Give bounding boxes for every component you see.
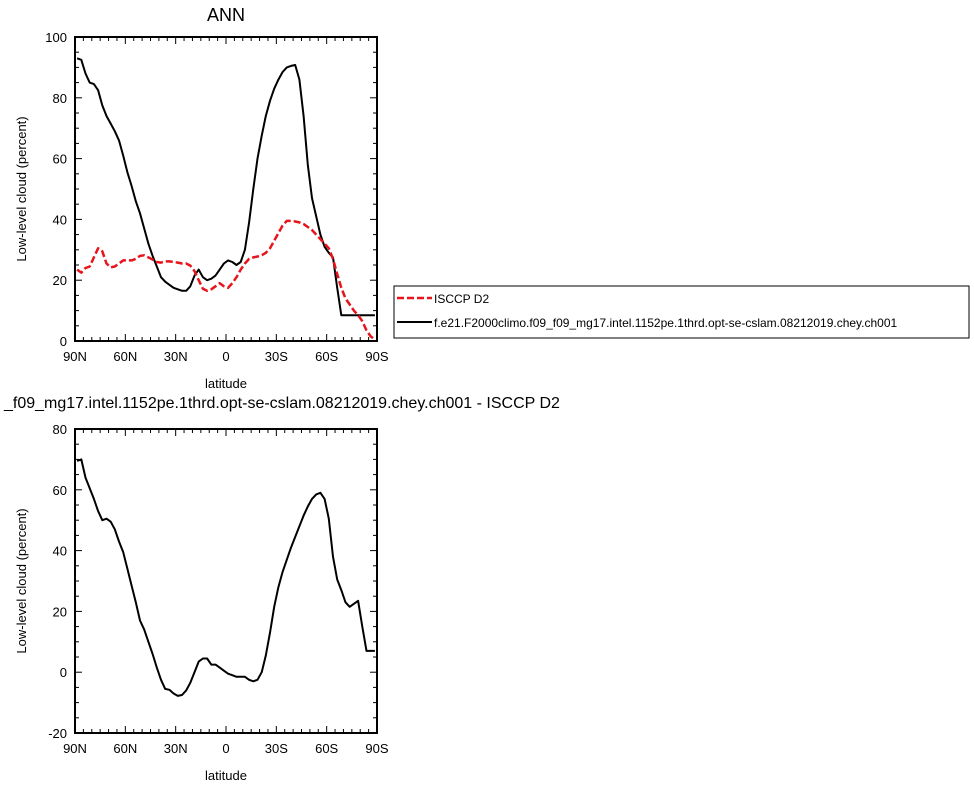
chart2-xtick-label: 0 xyxy=(222,741,229,756)
chart1-xtick-label: 90N xyxy=(63,349,87,364)
chart2-lines xyxy=(76,458,375,697)
chart1-ytick-label: 80 xyxy=(53,91,67,106)
chart2-xtick-label: 60S xyxy=(315,741,338,756)
chart2-xtick-label: 30N xyxy=(164,741,188,756)
chart2-ytick-label: 0 xyxy=(60,665,67,680)
legend-box xyxy=(393,285,970,339)
chart2-series-line-0 xyxy=(76,458,375,697)
chart1-ytick-label: 100 xyxy=(45,30,67,45)
chart1-xtick-label: 0 xyxy=(222,349,229,364)
chart1-series-line-1 xyxy=(76,57,375,317)
chart1-ytick-label: 20 xyxy=(53,273,67,288)
chart2-ytick-label: 20 xyxy=(53,604,67,619)
chart1-frame xyxy=(74,36,378,342)
chart1-ytick-label: 40 xyxy=(53,212,67,227)
chart2-ytick-label: 60 xyxy=(53,483,67,498)
legend-label-isccp: ISCCP D2 xyxy=(434,292,489,306)
chart1-xlabel: latitude xyxy=(205,376,247,391)
chart2-xtick-label: 90S xyxy=(365,741,388,756)
chart1-xtick-label: 90S xyxy=(365,349,388,364)
chart2-xtick-label: 60N xyxy=(113,741,137,756)
chart2-title: _f09_mg17.intel.1152pe.1thrd.opt-se-csla… xyxy=(3,395,560,412)
chart2-ytick-label: 40 xyxy=(53,544,67,559)
chart1-xtick-label: 60S xyxy=(315,349,338,364)
chart2-ytick-label: 80 xyxy=(53,422,67,437)
chart2-xlabel: latitude xyxy=(205,768,247,783)
chart1-xtick-label: 30N xyxy=(164,349,188,364)
chart1-lines xyxy=(76,57,376,341)
chart1-series-line-0 xyxy=(76,219,376,341)
chart2-ytick-label: -20 xyxy=(48,726,67,741)
chart1-axes: 90N 60N 30N 0 30S 60S 90S 0 20 40 60 80 100 xyxy=(45,30,389,364)
legend-label-model: f.e21.F2000climo.f09_f09_mg17.intel.1152… xyxy=(434,316,898,330)
chart2-ylabel: Low-level cloud (percent) xyxy=(14,508,29,653)
chart2-axes: 90N 60N 30N 0 30S 60S 90S -20 0 20 40 60 80 xyxy=(48,422,389,756)
chart1-ylabel: Low-level cloud (percent) xyxy=(14,116,29,261)
chart1-xtick-label: 60N xyxy=(113,349,137,364)
chart2-xtick-label: 90N xyxy=(63,741,87,756)
chart1-ytick-label: 0 xyxy=(60,334,67,349)
chart2-frame xyxy=(74,428,378,734)
chart2-xtick-label: 30S xyxy=(265,741,288,756)
chart1-ytick-label: 60 xyxy=(53,152,67,167)
chart1-xtick-label: 30S xyxy=(265,349,288,364)
legend: ISCCP D2 f.e21.F2000climo.f09_f09_mg17.i… xyxy=(393,285,970,339)
chart1-title: ANN xyxy=(207,5,245,25)
